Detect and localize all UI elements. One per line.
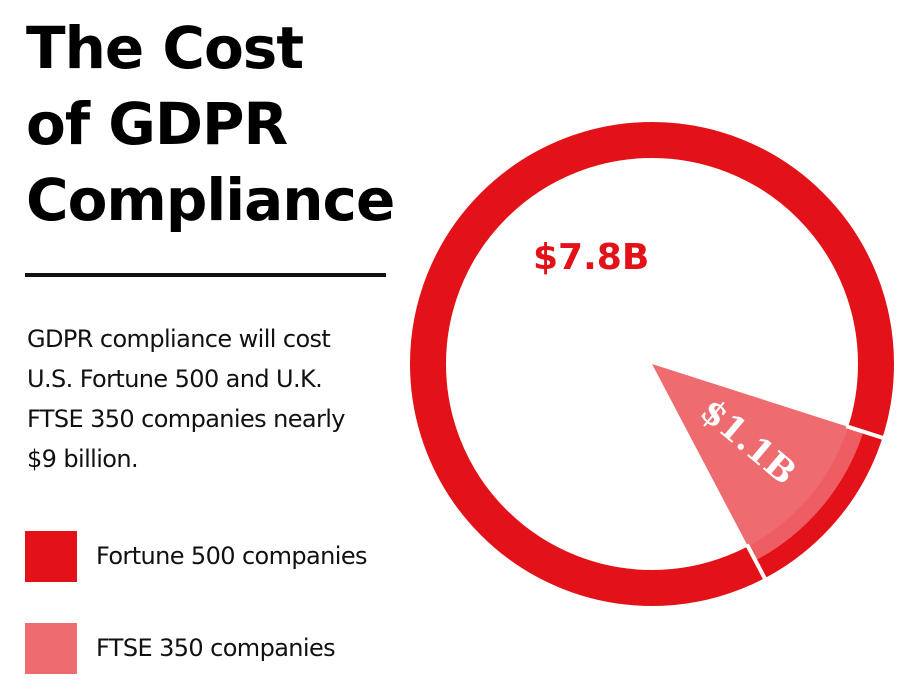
title-divider bbox=[25, 273, 386, 277]
chart-description: GDPR compliance will cost U.S. Fortune 5… bbox=[27, 319, 407, 479]
legend-swatch-fortune-500 bbox=[25, 530, 77, 582]
description-line-4: $9 billion. bbox=[27, 445, 139, 473]
legend-swatch-ftse-350 bbox=[25, 622, 77, 674]
title-line-1: The Cost bbox=[26, 14, 304, 82]
fortune-500-value-label: $7.8B bbox=[533, 237, 650, 278]
chart-title: The Cost of GDPR Compliance bbox=[26, 10, 395, 238]
title-line-2: of GDPR bbox=[26, 90, 288, 158]
slice-separator-start bbox=[845, 424, 885, 441]
legend-label-ftse-350: FTSE 350 companies bbox=[96, 634, 336, 662]
legend-item-ftse-350: FTSE 350 companies bbox=[25, 622, 336, 674]
description-line-1: GDPR compliance will cost bbox=[27, 325, 331, 353]
pie-slice-overlap bbox=[747, 426, 864, 561]
title-line-3: Compliance bbox=[26, 166, 395, 234]
legend-item-fortune-500: Fortune 500 companies bbox=[25, 530, 368, 582]
description-line-3: FTSE 350 companies nearly bbox=[27, 405, 346, 433]
legend-label-fortune-500: Fortune 500 companies bbox=[96, 542, 368, 570]
pie-ring-fortune-500 bbox=[410, 122, 894, 606]
description-line-2: U.S. Fortune 500 and U.K. bbox=[27, 365, 323, 393]
slice-separator-end bbox=[745, 543, 768, 581]
